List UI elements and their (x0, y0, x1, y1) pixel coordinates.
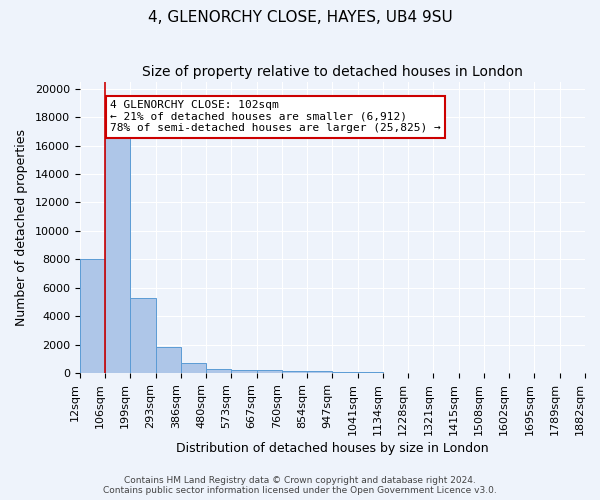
Bar (383, 372, 408, 373)
Bar (80, 260, 105, 373)
Bar (358, 372, 383, 373)
X-axis label: Distribution of detached houses by size in London: Distribution of detached houses by size … (176, 442, 489, 455)
Bar (105, 138, 130, 373)
Text: 4, GLENORCHY CLOSE, HAYES, UB4 9SU: 4, GLENORCHY CLOSE, HAYES, UB4 9SU (148, 10, 452, 25)
Bar (155, 347, 181, 373)
Text: Contains HM Land Registry data © Crown copyright and database right 2024.
Contai: Contains HM Land Registry data © Crown c… (103, 476, 497, 495)
Text: 4 GLENORCHY CLOSE: 102sqm
← 21% of detached houses are smaller (6,912)
78% of se: 4 GLENORCHY CLOSE: 102sqm ← 21% of detac… (110, 100, 441, 134)
Bar (307, 371, 332, 373)
Y-axis label: Number of detached properties: Number of detached properties (15, 129, 28, 326)
Title: Size of property relative to detached houses in London: Size of property relative to detached ho… (142, 65, 523, 79)
Bar (257, 370, 282, 373)
Bar (130, 298, 155, 373)
Bar (206, 369, 232, 373)
Bar (181, 363, 206, 373)
Bar (232, 370, 257, 373)
Bar (332, 372, 358, 373)
Bar (282, 371, 307, 373)
